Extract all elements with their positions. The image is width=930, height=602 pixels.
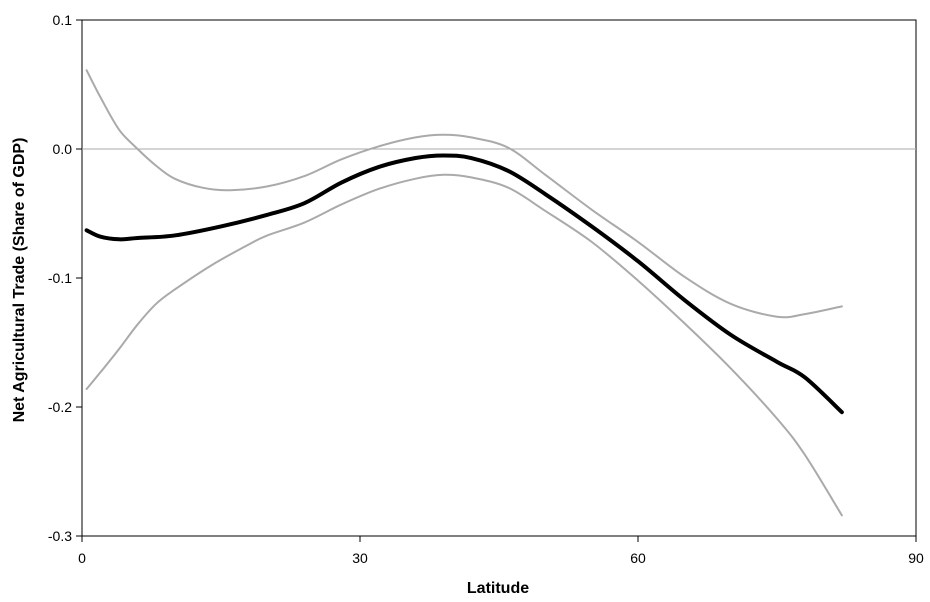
series-line-lower-bound bbox=[85, 173, 843, 517]
y-axis-title: Net Agricultural Trade (Share of GDP) bbox=[11, 138, 28, 423]
x-tick-label: 60 bbox=[630, 550, 646, 566]
plot-area bbox=[81, 19, 917, 537]
y-tick-label: 0.1 bbox=[53, 12, 73, 28]
x-axis-title: Latitude bbox=[467, 580, 529, 597]
y-axis-ticks: 0.1 0.0 -0.1 -0.2 -0.3 bbox=[48, 12, 82, 544]
plot-frame bbox=[81, 19, 917, 537]
x-tick-label: 30 bbox=[352, 550, 368, 566]
y-tick-label: -0.2 bbox=[48, 399, 72, 415]
y-tick-label: 0.0 bbox=[53, 141, 73, 157]
x-tick-label: 0 bbox=[78, 550, 86, 566]
series-line-estimate bbox=[84, 153, 844, 415]
x-tick-label: 90 bbox=[908, 550, 924, 566]
y-tick-label: -0.3 bbox=[48, 528, 72, 544]
x-axis-ticks: 0 30 60 90 bbox=[78, 536, 924, 566]
y-tick-label: -0.1 bbox=[48, 270, 72, 286]
series-line-upper-bound bbox=[85, 69, 843, 319]
